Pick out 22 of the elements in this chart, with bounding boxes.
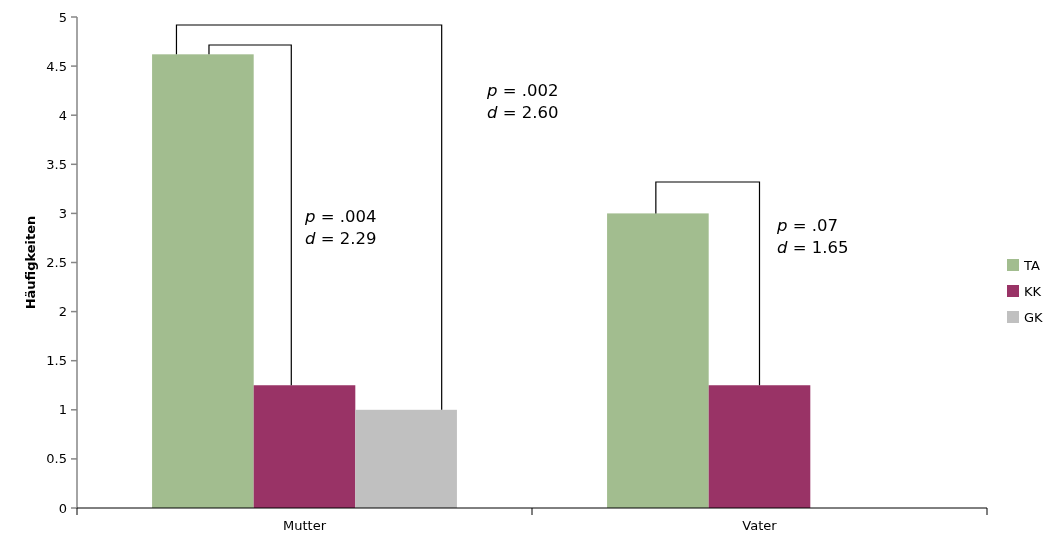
legend-label: TA xyxy=(1023,257,1040,273)
annotation: p = .07 d = 1.65 xyxy=(776,216,849,257)
legend-label: GK xyxy=(1024,309,1044,325)
y-tick-label: 4.5 xyxy=(46,58,67,74)
y-tick-label: 2 xyxy=(58,304,67,320)
y-tick-label: 5 xyxy=(58,9,67,25)
y-tick-label: 1 xyxy=(58,402,67,418)
legend-label: KK xyxy=(1024,283,1042,299)
y-axis-title: Häufigkeiten xyxy=(23,215,38,310)
y-tick-label: 2.5 xyxy=(46,255,67,271)
y-tick-label: 4 xyxy=(58,107,67,123)
annotation: p = .002 d = 2.60 xyxy=(486,81,559,122)
y-tick-label: 3 xyxy=(58,205,67,221)
y-tick-label: 1.5 xyxy=(46,353,67,369)
x-tick-label: Vater xyxy=(742,518,778,533)
y-tick-label: 0.5 xyxy=(46,451,67,467)
y-tick-label: 0 xyxy=(58,500,67,516)
annotation: p = .004 d = 2.29 xyxy=(304,207,377,248)
bar xyxy=(253,385,356,508)
bar xyxy=(355,409,457,508)
y-tick-label: 3.5 xyxy=(46,156,67,172)
x-tick-label: Mutter xyxy=(283,518,327,533)
